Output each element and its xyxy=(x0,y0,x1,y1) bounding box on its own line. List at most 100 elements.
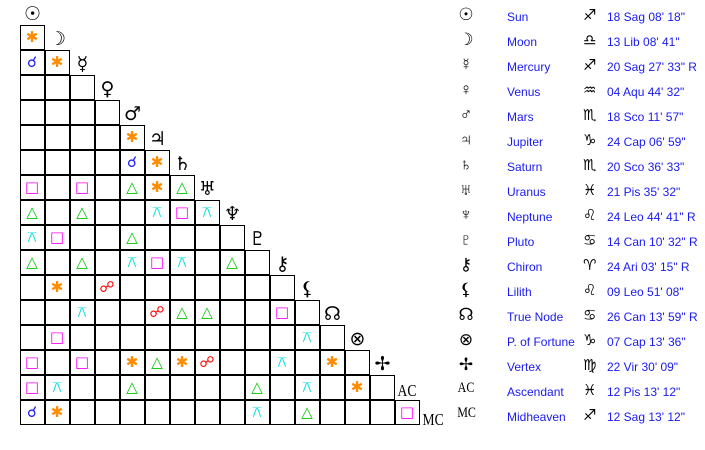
grid-cell xyxy=(94,249,120,275)
neptune-icon: ♆︎ xyxy=(223,203,242,225)
zodiac-sign-icon: ♎︎ xyxy=(583,32,597,49)
saturn-icon: ♄︎ xyxy=(173,153,192,175)
body-name: Uranus xyxy=(507,185,546,199)
quincunx-aspect-icon: ⚻︎ xyxy=(269,349,295,375)
trine-aspect-icon: △︎ xyxy=(119,224,145,250)
quincunx-aspect-icon: ⚻︎ xyxy=(19,224,45,250)
moon-icon: ☽︎ xyxy=(458,30,474,49)
square-aspect-icon: □︎ xyxy=(144,249,170,275)
body-position: 13 Lib 08' 41" xyxy=(607,35,680,49)
grid-cell xyxy=(219,399,245,425)
grid-cell xyxy=(194,224,220,250)
body-position: 26 Can 13' 59" R xyxy=(607,310,698,324)
grid-cell xyxy=(94,399,120,425)
body-row: ♃︎ Jupiter ♑︎ 24 Cap 06' 59" xyxy=(455,130,705,155)
midheaven-icon: MC xyxy=(422,410,444,429)
jupiter-icon: ♃︎ xyxy=(148,128,167,150)
body-position: 18 Sag 08' 18" xyxy=(607,10,685,24)
square-aspect-icon: □︎ xyxy=(44,324,70,350)
grid-cell xyxy=(19,124,45,150)
moon-icon: ☽︎ xyxy=(48,28,67,50)
sun-icon: ☉︎ xyxy=(458,5,474,24)
grid-cell xyxy=(44,174,70,200)
square-aspect-icon: □︎ xyxy=(44,224,70,250)
grid-cell xyxy=(219,274,245,300)
grid-cell xyxy=(194,324,220,350)
grid-cell xyxy=(94,199,120,225)
ascendant-icon: AC xyxy=(397,381,417,400)
vertex-icon: ✢︎ xyxy=(374,353,391,375)
grid-cell xyxy=(44,249,70,275)
body-row: ♇︎ Pluto ♋︎ 14 Can 10' 32" R xyxy=(455,230,705,255)
zodiac-sign-icon: ♑︎ xyxy=(583,332,597,349)
sextile-aspect-icon: ✱︎ xyxy=(319,349,345,375)
body-position: 22 Vir 30' 09" xyxy=(607,360,679,374)
grid-cell xyxy=(144,224,170,250)
grid-cell xyxy=(219,299,245,325)
mercury-icon: ☿︎ xyxy=(459,55,473,74)
quincunx-aspect-icon: ⚻︎ xyxy=(119,249,145,275)
grid-cell xyxy=(169,374,195,400)
grid-cell xyxy=(69,149,95,175)
zodiac-sign-icon: ♏︎ xyxy=(583,157,597,174)
sextile-aspect-icon: ✱︎ xyxy=(44,49,70,75)
grid-cell xyxy=(119,324,145,350)
grid-cell xyxy=(94,149,120,175)
grid-cell xyxy=(69,99,95,125)
grid-cell xyxy=(169,399,195,425)
sextile-aspect-icon: ✱︎ xyxy=(169,349,195,375)
body-row: ☊︎ True Node ♋︎ 26 Can 13' 59" R xyxy=(455,305,705,330)
trine-aspect-icon: △︎ xyxy=(19,199,45,225)
grid-cell xyxy=(169,324,195,350)
grid-cell xyxy=(194,374,220,400)
mars-icon: ♂︎ xyxy=(459,105,473,124)
trine-aspect-icon: △︎ xyxy=(119,174,145,200)
body-row: ♂︎ Mars ♏︎ 18 Sco 11' 57" xyxy=(455,105,705,130)
sextile-aspect-icon: ✱︎ xyxy=(144,174,170,200)
mercury-icon: ☿︎ xyxy=(76,53,89,75)
grid-cell xyxy=(44,149,70,175)
body-row: MC Midheaven ♐︎ 12 Sag 13' 12" xyxy=(455,405,705,430)
grid-cell xyxy=(69,374,95,400)
grid-cell xyxy=(219,374,245,400)
grid-cell xyxy=(19,324,45,350)
body-name: Venus xyxy=(507,85,541,99)
grid-cell xyxy=(119,274,145,300)
conjunction-aspect-icon: ☌︎ xyxy=(19,49,45,75)
zodiac-sign-icon: ♐︎ xyxy=(583,407,597,424)
grid-cell xyxy=(319,399,345,425)
body-position: 04 Aqu 44' 32" xyxy=(607,85,685,99)
grid-cell xyxy=(369,399,395,425)
body-position: 09 Leo 51' 08" xyxy=(607,285,684,299)
grid-cell xyxy=(19,149,45,175)
body-position: 20 Sco 36' 33" xyxy=(607,160,685,174)
venus-icon: ♀︎ xyxy=(100,78,115,100)
midheaven-icon: MC xyxy=(457,405,476,421)
vertex-icon: ✢︎ xyxy=(458,355,474,374)
uranus-icon: ♅︎ xyxy=(198,178,217,200)
grid-cell xyxy=(94,124,120,150)
sextile-aspect-icon: ✱︎ xyxy=(19,24,45,50)
body-name: Pluto xyxy=(507,235,535,249)
aspect-grid: ☉︎ ☽︎ ☿︎ ♀︎ ♂︎ ♃︎ ♄︎ ♅︎ ♆︎ ♇︎ ⚷︎ ⚸︎ ☊︎ ⊗︎ ✢︎ AC MC ✱︎ ☌︎ ✱︎… xyxy=(19,5,444,429)
grid-cell xyxy=(294,299,320,325)
grid-cell xyxy=(319,374,345,400)
quincunx-aspect-icon: ⚻︎ xyxy=(44,374,70,400)
grid-cell xyxy=(269,399,295,425)
grid-cell xyxy=(344,399,370,425)
square-aspect-icon: □︎ xyxy=(19,349,45,375)
body-name: Chiron xyxy=(507,260,543,274)
conjunction-aspect-icon: ☌︎ xyxy=(119,149,145,175)
zodiac-sign-icon: ♒︎ xyxy=(583,82,597,99)
trine-aspect-icon: △︎ xyxy=(219,249,245,275)
square-aspect-icon: □︎ xyxy=(69,174,95,200)
grid-cell xyxy=(219,349,245,375)
grid-cell xyxy=(69,74,95,100)
body-name: Neptune xyxy=(507,210,553,224)
body-name: P. of Fortune xyxy=(507,335,575,349)
zodiac-sign-icon: ♑︎ xyxy=(583,132,597,149)
grid-cell xyxy=(94,349,120,375)
ascendant-icon: AC xyxy=(457,380,475,396)
true-node-icon: ☊︎ xyxy=(324,303,341,325)
grid-cell xyxy=(94,299,120,325)
